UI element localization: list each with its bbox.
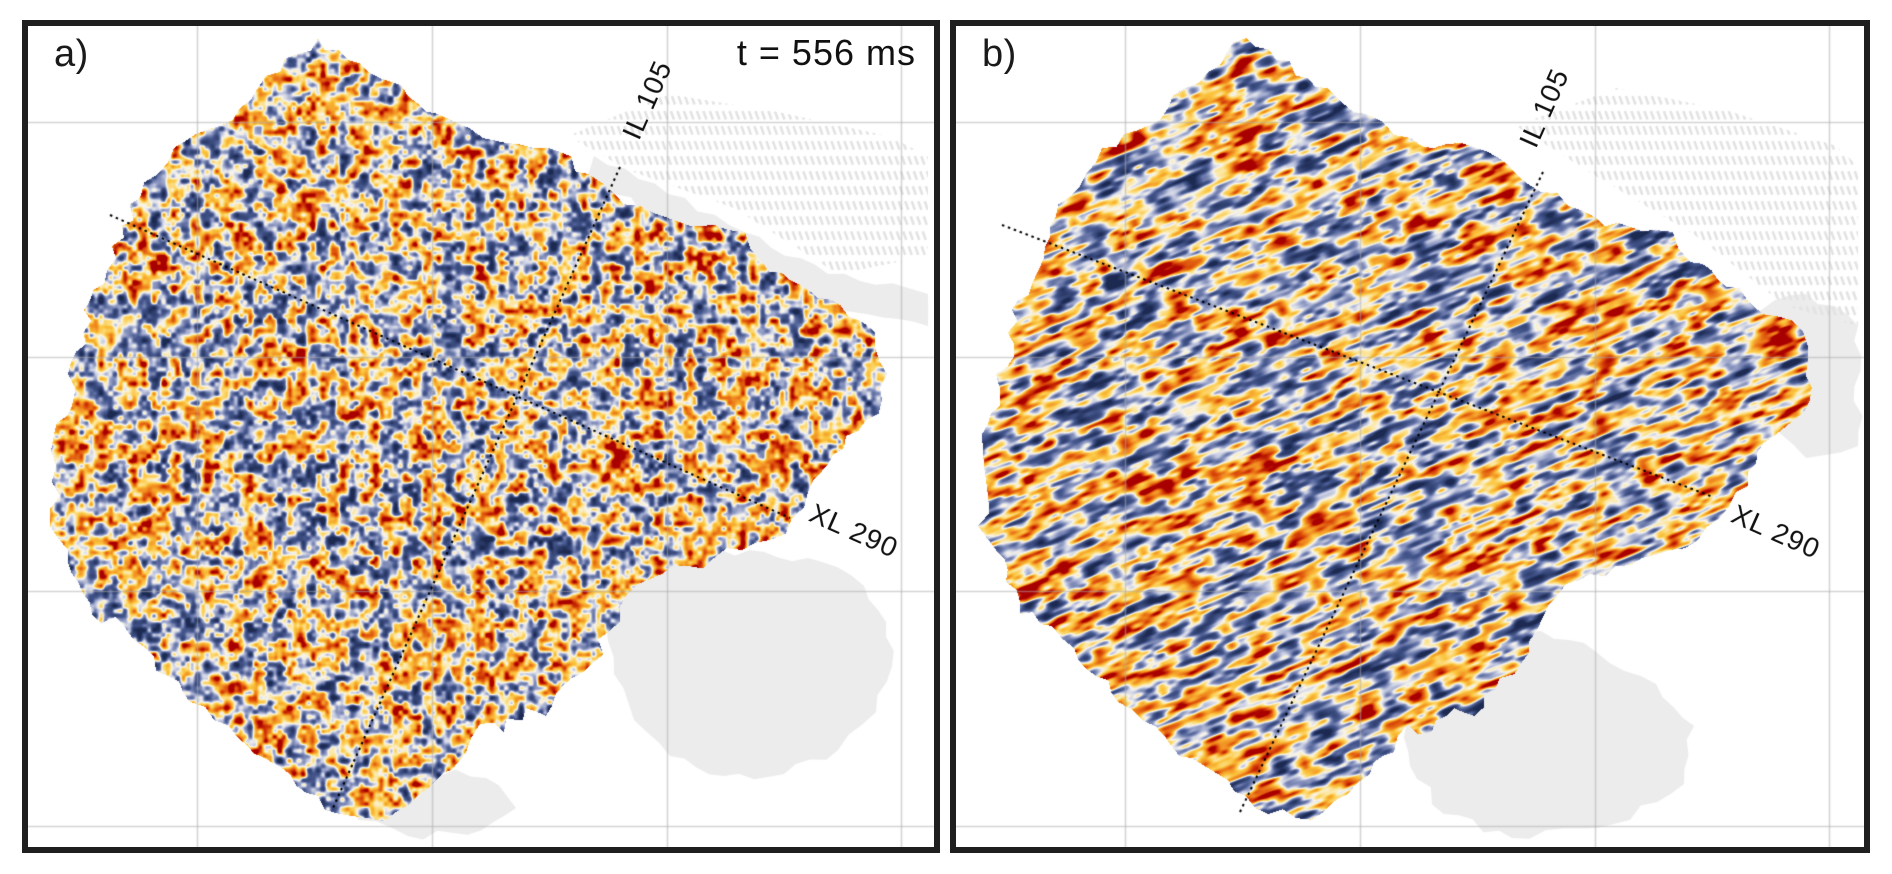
- seismic-time-slice-map-b: [956, 26, 1864, 847]
- panel-label-a: a): [54, 33, 89, 75]
- panel-b: b) IL 105 XL 290: [950, 20, 1870, 853]
- panel-a: a) t = 556 ms IL 105 XL 290: [22, 20, 940, 853]
- seismic-time-slice-map-a: [28, 26, 934, 847]
- time-annotation: t = 556 ms: [736, 32, 916, 73]
- panel-label-b: b): [982, 33, 1017, 75]
